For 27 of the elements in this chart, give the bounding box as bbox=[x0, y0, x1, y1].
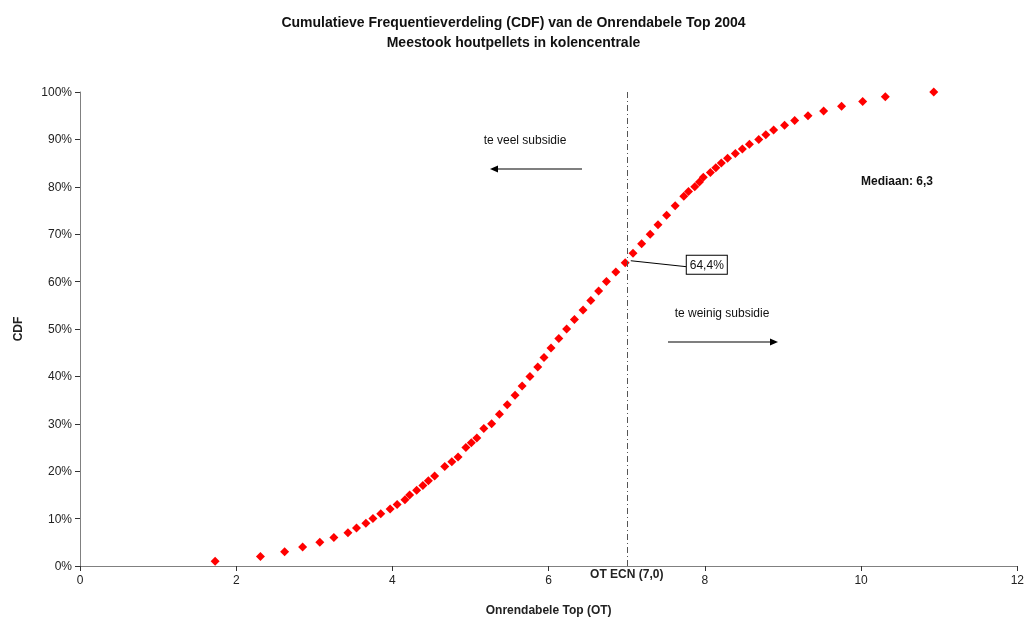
annotation: te veel subsidie bbox=[483, 133, 567, 147]
y-tick-label: 0% bbox=[54, 559, 73, 573]
chart-subtitle: Meestook houtpellets in kolencentrale bbox=[386, 34, 641, 50]
x-tick-label: 6 bbox=[545, 573, 553, 587]
y-tick-label: 30% bbox=[47, 416, 73, 431]
annotation: 64,4% bbox=[689, 257, 725, 272]
y-tick-label: 90% bbox=[47, 132, 73, 147]
chart-title: Cumulatieve Frequentieverdeling (CDF) van de Onrendabele Top 2004 bbox=[281, 14, 746, 30]
y-tick-label: 100% bbox=[41, 85, 73, 99]
x-tick-label: 2 bbox=[232, 573, 240, 587]
y-tick-label: 60% bbox=[47, 274, 73, 289]
x-tick-label: 0 bbox=[76, 573, 84, 587]
y-tick-label: 50% bbox=[47, 322, 73, 336]
x-tick-label: 4 bbox=[389, 573, 397, 587]
y-axis-title: CDF bbox=[11, 316, 25, 342]
x-tick-label: 10 bbox=[854, 573, 869, 587]
y-tick-label: 10% bbox=[47, 511, 73, 526]
x-tick-label: 12 bbox=[1010, 573, 1025, 587]
x-axis-title: Onrendabele Top (OT) bbox=[485, 603, 612, 617]
y-tick-label: 70% bbox=[47, 227, 73, 242]
annotation: Mediaan: 6,3 bbox=[860, 174, 934, 188]
annotation: te weinig subsidie bbox=[674, 306, 770, 320]
ref-line-label: OT ECN (7,0) bbox=[590, 567, 664, 581]
x-tick-label: 8 bbox=[701, 573, 709, 587]
y-tick-label: 80% bbox=[47, 179, 73, 194]
y-tick-label: 40% bbox=[47, 369, 73, 384]
y-tick-label: 20% bbox=[47, 464, 73, 479]
